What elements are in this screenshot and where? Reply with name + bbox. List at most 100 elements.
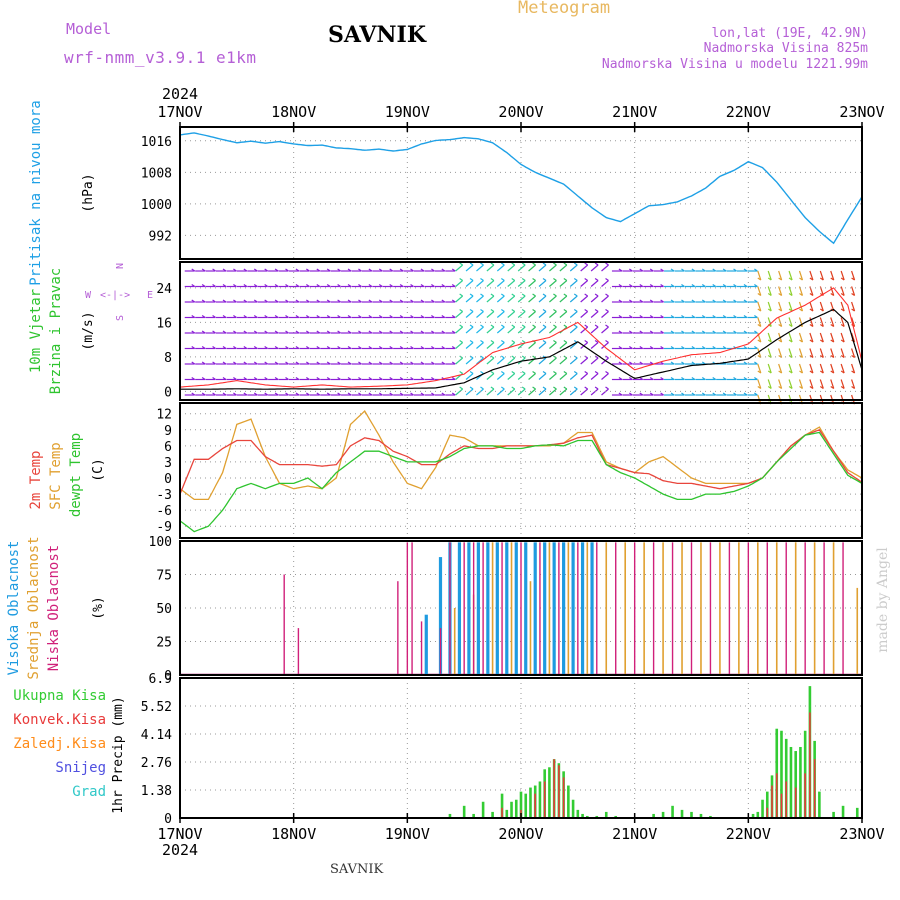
wind-axis-label-2: Brzina i Pravac bbox=[48, 268, 64, 394]
precip-total-bar bbox=[855, 807, 859, 818]
cloud-low-bar bbox=[577, 542, 579, 675]
precip-total-bar bbox=[614, 815, 618, 818]
cloud-low-bar bbox=[539, 542, 541, 675]
precip-total-bar bbox=[524, 793, 528, 818]
cloud-high-bar bbox=[524, 542, 528, 675]
model-name: wrf-nmm_v3.9.1 e1km bbox=[64, 48, 257, 67]
cloud-low-bar bbox=[411, 542, 413, 675]
top-day-label: 17NOV bbox=[157, 103, 202, 121]
cloud-high-axis-label: Visoka Oblacnost bbox=[6, 541, 22, 676]
cloud-low-bar bbox=[283, 574, 285, 675]
cloud-mid-bar bbox=[529, 581, 532, 675]
cloud-mid-bar bbox=[453, 608, 456, 675]
cloud-mid-bar bbox=[510, 542, 513, 675]
precip-total-bar bbox=[472, 813, 475, 818]
legend-conv-rain: Konvek.Kisa bbox=[13, 712, 106, 728]
precip-total-bar bbox=[699, 813, 703, 818]
precip-total-bar bbox=[571, 799, 575, 818]
coords-label: lon,lat (19E, 42.9N) bbox=[711, 26, 868, 41]
cloud-low-bar bbox=[709, 542, 712, 675]
cloud-high-bar bbox=[552, 542, 556, 675]
cloud-low-bar bbox=[482, 542, 484, 675]
cloud-high-bar bbox=[467, 542, 471, 675]
top-day-label: 18NOV bbox=[271, 103, 316, 121]
precip-conv-bar bbox=[794, 787, 797, 818]
sfc-temp-line bbox=[179, 409, 863, 501]
precip-conv-bar bbox=[771, 785, 773, 818]
cloud-tick-label: 75 bbox=[156, 569, 172, 584]
precip-total-bar bbox=[604, 811, 608, 818]
precip-total-bar bbox=[538, 781, 542, 818]
wind-legend-s: S bbox=[115, 315, 126, 321]
wind-arrow-field bbox=[184, 262, 856, 405]
temp-tick-label: -9 bbox=[156, 520, 172, 535]
cloud-high-bar bbox=[514, 542, 518, 675]
cloud-high-bar bbox=[580, 542, 585, 675]
precip-conv-bar bbox=[558, 765, 560, 818]
top-day-label: 22NOV bbox=[726, 103, 771, 121]
cloud-low-bar bbox=[652, 542, 655, 675]
wind-legend-w: W bbox=[85, 290, 92, 301]
pressure-line bbox=[179, 132, 863, 245]
bottom-day-label: 23NOV bbox=[839, 825, 884, 843]
cloud-low-bar bbox=[558, 542, 560, 675]
footer-station: SAVNIK bbox=[330, 862, 384, 877]
pressure-tick-label: 1000 bbox=[141, 198, 172, 213]
precip-total-bar bbox=[510, 801, 513, 818]
cloud-high-bar bbox=[486, 542, 490, 675]
wind-panel-frame bbox=[179, 261, 863, 401]
pressure-unit-label: (hPa) bbox=[81, 173, 96, 212]
cloud-tick-label: 0 bbox=[164, 669, 172, 684]
top-day-label: 21NOV bbox=[612, 103, 657, 121]
precip-total-bar bbox=[751, 813, 755, 818]
cloud-mid-bar bbox=[624, 542, 626, 675]
cloud-low-bar bbox=[463, 542, 465, 675]
precip-total-bar bbox=[462, 805, 466, 818]
cloud-low-bar bbox=[501, 542, 503, 675]
cloud-low-bar bbox=[728, 542, 731, 675]
precip-total-bar bbox=[595, 815, 599, 818]
precip-conv-bar bbox=[804, 773, 806, 818]
precip-total-bar bbox=[567, 785, 570, 818]
cloud-mid-bar bbox=[567, 542, 570, 675]
cloud-low-bar bbox=[690, 542, 693, 675]
cloud-low-bar bbox=[823, 542, 825, 675]
cloud-high-bar bbox=[495, 542, 499, 675]
temp-tick-label: 9 bbox=[164, 424, 172, 439]
precip-total-bar bbox=[841, 805, 845, 818]
cloud-mid-bar bbox=[548, 542, 551, 675]
precip-conv-bar bbox=[553, 759, 555, 818]
precip-total-bar bbox=[500, 793, 504, 818]
precip-total-bar bbox=[652, 813, 655, 818]
precip-total-bar bbox=[794, 751, 797, 818]
cloud-high-bar bbox=[590, 542, 594, 675]
precip-total-bar bbox=[505, 809, 509, 818]
wind-legend-n: N bbox=[115, 263, 126, 269]
precip-total-bar bbox=[818, 791, 821, 818]
bottom-day-label: 22NOV bbox=[726, 825, 771, 843]
cloud-mid-bar bbox=[832, 542, 835, 675]
cloud-low-bar bbox=[633, 542, 636, 675]
top-day-label: 20NOV bbox=[498, 103, 543, 121]
precip-total-bar bbox=[789, 746, 793, 818]
pressure-tick-label: 1016 bbox=[141, 135, 172, 150]
precip-conv-bar bbox=[562, 777, 565, 818]
wind-tick-label: 24 bbox=[156, 282, 172, 297]
legend-total-rain: Ukupna Kisa bbox=[13, 688, 106, 704]
cloud-mid-bar bbox=[681, 542, 683, 675]
bottom-day-label: 21NOV bbox=[612, 825, 657, 843]
precip-tick-label: 6.9 bbox=[149, 672, 172, 687]
precip-conv-bar bbox=[501, 807, 503, 818]
cloud-low-bar bbox=[420, 621, 423, 675]
cloud-low-bar bbox=[596, 542, 598, 675]
precip-total-bar bbox=[780, 730, 783, 818]
cloud-tick-label: 100 bbox=[149, 535, 172, 550]
precip-total-bar bbox=[709, 815, 712, 818]
top-year-label: 2024 bbox=[162, 85, 198, 103]
gust-line bbox=[179, 287, 863, 388]
temp-2m-axis-label: 2m Temp bbox=[28, 450, 44, 509]
legend-snow: Snijeg bbox=[55, 760, 106, 776]
pressure-axis-label: Pritisak na nivou mora bbox=[28, 100, 44, 285]
cloud-mid-bar bbox=[813, 542, 816, 675]
